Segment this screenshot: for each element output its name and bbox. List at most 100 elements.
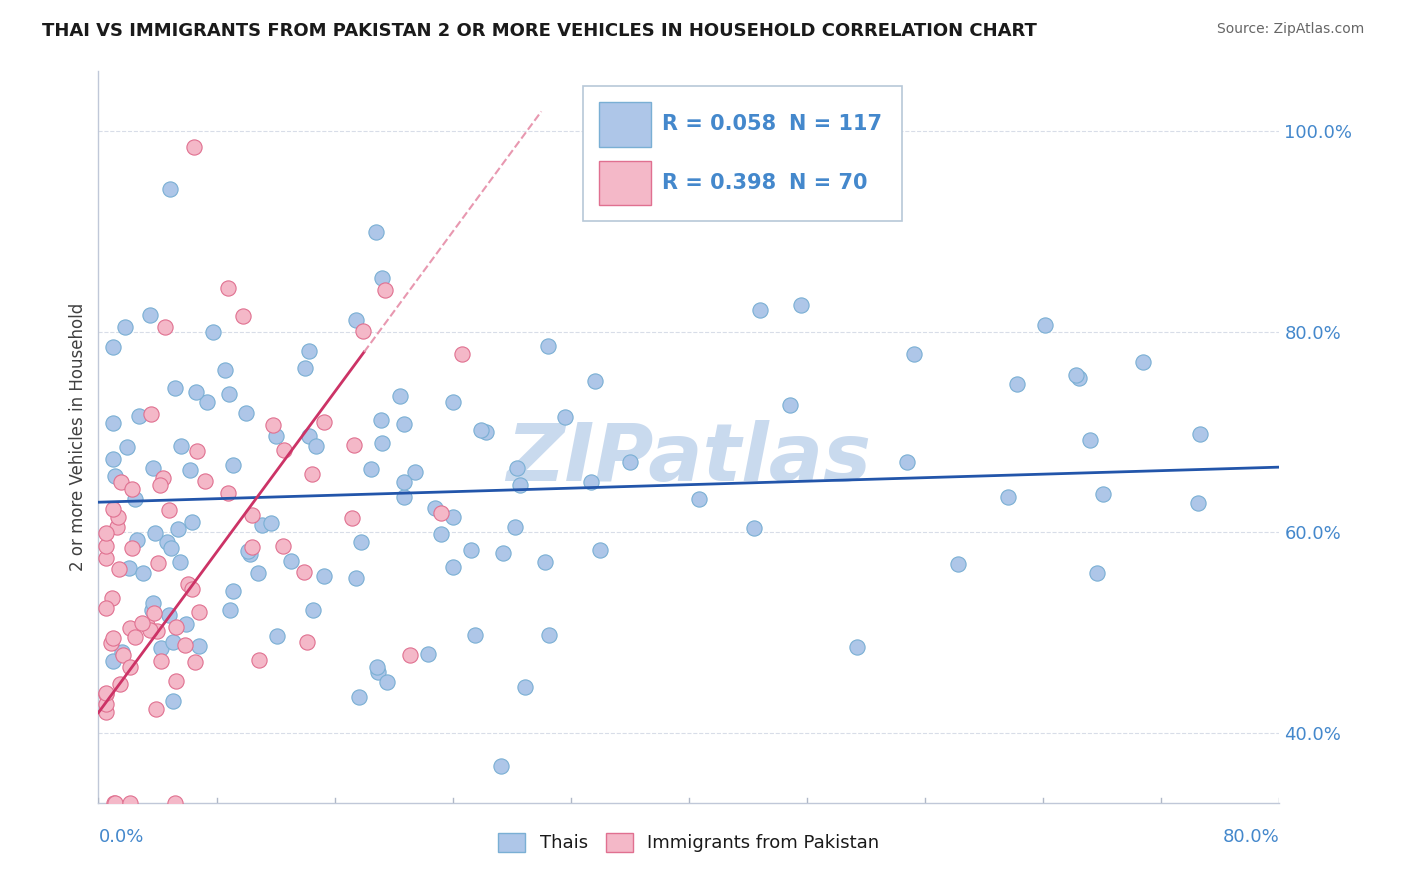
Point bbox=[181, 516, 204, 530]
Point bbox=[464, 628, 486, 642]
Point bbox=[103, 654, 125, 668]
Point bbox=[295, 635, 318, 649]
Text: R = 0.398: R = 0.398 bbox=[662, 172, 776, 193]
Point bbox=[141, 407, 163, 421]
Point bbox=[235, 406, 257, 420]
Point bbox=[142, 461, 165, 475]
Point bbox=[159, 608, 181, 623]
Point bbox=[118, 561, 141, 575]
Point bbox=[441, 395, 464, 409]
Point bbox=[160, 541, 183, 555]
Point bbox=[430, 527, 453, 541]
Point bbox=[100, 636, 122, 650]
Point bbox=[423, 500, 446, 515]
Point bbox=[360, 461, 382, 475]
Text: ZIPatlas: ZIPatlas bbox=[506, 420, 872, 498]
Point bbox=[1132, 355, 1154, 369]
Point bbox=[131, 616, 153, 631]
Point bbox=[509, 478, 531, 492]
Point bbox=[107, 562, 129, 576]
Point bbox=[538, 628, 561, 642]
FancyBboxPatch shape bbox=[599, 102, 651, 146]
Point bbox=[118, 621, 141, 635]
Point bbox=[371, 435, 394, 450]
Point bbox=[187, 605, 209, 619]
Text: N = 70: N = 70 bbox=[789, 172, 868, 193]
Point bbox=[103, 452, 125, 467]
Point bbox=[163, 796, 186, 810]
Point bbox=[159, 182, 181, 196]
Point bbox=[94, 686, 117, 700]
Point bbox=[218, 387, 240, 401]
Point bbox=[184, 385, 207, 400]
Point bbox=[350, 535, 373, 549]
Point bbox=[219, 603, 242, 617]
Point bbox=[214, 363, 236, 377]
Point bbox=[114, 319, 136, 334]
Point bbox=[104, 796, 127, 810]
Point bbox=[583, 374, 606, 388]
Point bbox=[148, 556, 170, 570]
Point bbox=[94, 539, 117, 553]
Point bbox=[470, 423, 492, 437]
Point bbox=[506, 461, 529, 475]
Point bbox=[121, 541, 143, 556]
Point bbox=[155, 535, 177, 549]
Point bbox=[554, 409, 576, 424]
Point bbox=[94, 600, 117, 615]
Y-axis label: 2 or more Vehicles in Household: 2 or more Vehicles in Household bbox=[69, 303, 87, 571]
Point bbox=[101, 631, 124, 645]
Point bbox=[343, 437, 366, 451]
Text: 80.0%: 80.0% bbox=[1223, 828, 1279, 846]
Point bbox=[120, 659, 142, 673]
Point bbox=[298, 428, 321, 442]
Point bbox=[340, 510, 363, 524]
Point bbox=[1187, 496, 1209, 510]
Point bbox=[94, 526, 117, 541]
Point bbox=[124, 630, 146, 644]
Point bbox=[1092, 486, 1115, 500]
Point bbox=[1085, 566, 1108, 580]
Point bbox=[94, 687, 117, 701]
Point bbox=[394, 475, 416, 490]
Point bbox=[441, 560, 464, 574]
Point bbox=[101, 502, 124, 516]
Point bbox=[105, 520, 128, 534]
Point bbox=[398, 648, 420, 663]
Point bbox=[222, 458, 245, 472]
Point bbox=[1033, 318, 1056, 332]
Point bbox=[370, 271, 392, 285]
Text: R = 0.058: R = 0.058 bbox=[662, 114, 776, 134]
Point bbox=[534, 555, 557, 569]
Point bbox=[388, 389, 411, 403]
Point bbox=[374, 283, 396, 297]
Point bbox=[94, 550, 117, 565]
Point bbox=[349, 690, 371, 705]
Point bbox=[896, 455, 918, 469]
Point bbox=[748, 303, 770, 318]
Point bbox=[125, 533, 148, 547]
FancyBboxPatch shape bbox=[599, 161, 651, 205]
Point bbox=[128, 409, 150, 423]
Point bbox=[242, 508, 264, 522]
Point bbox=[145, 701, 167, 715]
Point bbox=[392, 417, 415, 431]
Point bbox=[149, 654, 172, 668]
Point bbox=[292, 565, 315, 579]
Point bbox=[404, 465, 426, 479]
Point bbox=[115, 440, 138, 454]
Point bbox=[302, 603, 325, 617]
Point bbox=[195, 394, 218, 409]
Point bbox=[273, 442, 295, 457]
Point bbox=[377, 675, 399, 690]
Point bbox=[779, 398, 801, 412]
Point bbox=[165, 673, 187, 688]
Point bbox=[120, 796, 142, 810]
Point bbox=[169, 555, 191, 569]
Point bbox=[790, 298, 813, 312]
Point bbox=[150, 640, 173, 655]
Point bbox=[240, 540, 263, 554]
Point bbox=[157, 503, 180, 517]
Point bbox=[149, 478, 172, 492]
Point bbox=[588, 543, 610, 558]
